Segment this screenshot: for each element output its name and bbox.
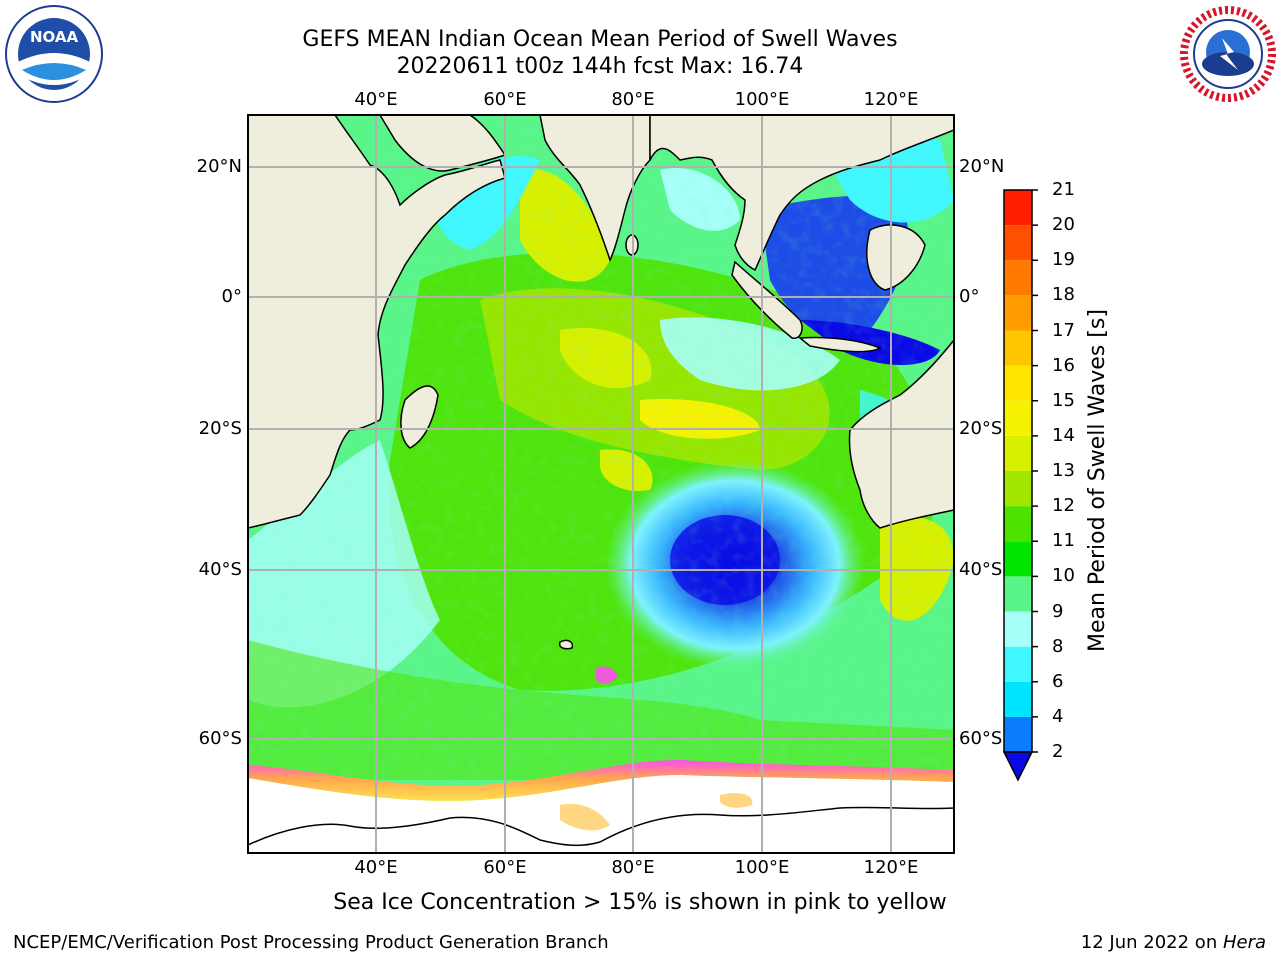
colorbar-segment xyxy=(1004,260,1032,296)
colorbar-segment xyxy=(1004,541,1032,577)
sea-ice-edge xyxy=(248,760,954,801)
lat-tick-right: 0° xyxy=(959,286,980,307)
colorbar-segment xyxy=(1004,295,1032,331)
colorbar-tick-label: 21 xyxy=(1052,179,1075,200)
lat-tick-right: 20°S xyxy=(959,418,1003,439)
india-land xyxy=(539,115,651,262)
lon-tick-bottom: 100°E xyxy=(734,857,790,878)
sumatra-land xyxy=(731,260,803,339)
map-frame xyxy=(247,114,955,854)
colorbar-segment xyxy=(1004,646,1032,682)
graticule xyxy=(248,115,954,853)
colorbar-tick-label: 14 xyxy=(1052,424,1075,446)
lat-tick-left: 40°S xyxy=(198,559,242,580)
colorbar-tick-label: 9 xyxy=(1052,600,1064,622)
lon-tick-top: 40°E xyxy=(354,89,398,110)
colorbar-segment xyxy=(1004,506,1032,542)
lon-tick-bottom: 80°E xyxy=(611,857,655,878)
colorbar-tick-label: 13 xyxy=(1052,460,1075,481)
colorbar-tick-label: 8 xyxy=(1052,635,1064,657)
sea-ice-interior xyxy=(248,775,954,853)
lat-tick-left: 0° xyxy=(221,286,242,307)
colorbar-segment xyxy=(1004,471,1032,507)
lat-tick-right: 20°N xyxy=(959,156,1005,177)
colorbar-segment xyxy=(1004,716,1032,752)
noaa-logo: NOAA xyxy=(4,4,104,104)
colorbar-tick-label: 20 xyxy=(1052,214,1075,236)
lat-tick-right: 60°S xyxy=(959,728,1003,749)
lon-tick-bottom: 60°E xyxy=(483,857,527,878)
footer-host: Hera xyxy=(1222,932,1266,953)
colorbar-tick-label: 10 xyxy=(1052,565,1075,587)
colorbar-tick-label: 11 xyxy=(1052,530,1075,552)
lat-tick-left: 20°N xyxy=(196,156,242,177)
colorbar-tick-label: 18 xyxy=(1052,284,1075,306)
lon-tick-top: 60°E xyxy=(483,89,527,110)
lon-tick-top: 100°E xyxy=(734,89,790,110)
colorbar-segment xyxy=(1004,435,1032,471)
sea-ice-caption: Sea Ice Concentration > 15% is shown in … xyxy=(333,890,947,915)
se-asia-land xyxy=(649,115,954,272)
lat-tick-left: 20°S xyxy=(198,418,242,439)
colorbar-tick-label: 4 xyxy=(1052,705,1064,727)
lon-tick-top: 80°E xyxy=(611,89,655,110)
map-title: GEFS MEAN Indian Ocean Mean Period of Sw… xyxy=(302,27,898,52)
colorbar-tick-label: 16 xyxy=(1052,354,1075,376)
lat-tick-left: 60°S xyxy=(198,728,242,749)
lat-tick-right: 40°S xyxy=(959,559,1003,580)
colorbar-tick-label: 17 xyxy=(1052,319,1075,341)
footer-date: 12 Jun 2022 on Hera xyxy=(1081,932,1266,953)
colorbar-segment xyxy=(1004,681,1032,717)
colorbar-tick-label: 12 xyxy=(1052,495,1075,517)
colorbar-segment xyxy=(1004,190,1032,226)
colorbar-segment xyxy=(1004,330,1032,366)
lon-tick-bottom: 40°E xyxy=(354,857,398,878)
footer-date-text: 12 Jun 2022 on xyxy=(1080,932,1223,953)
colorbar-under-extend xyxy=(1002,751,1034,782)
colorbar-segment xyxy=(1004,225,1032,261)
footer-credit: NCEP/EMC/Verification Post Processing Pr… xyxy=(13,932,609,953)
swell-period-field xyxy=(248,115,954,853)
lon-tick-top: 120°E xyxy=(863,89,919,110)
noaa-logo-text: NOAA xyxy=(30,28,79,46)
colorbar xyxy=(1002,189,1038,782)
colorbar-segment xyxy=(1004,576,1032,612)
colorbar-tick-label: 19 xyxy=(1052,249,1075,271)
lon-tick-bottom: 120°E xyxy=(863,857,919,878)
colorbar-segment xyxy=(1004,400,1032,436)
colorbar-segment xyxy=(1004,365,1032,401)
colorbar-title: Mean Period of Swell Waves [s] xyxy=(1085,309,1110,652)
colorbar-segment xyxy=(1004,611,1032,647)
antarctica-coastline xyxy=(248,806,954,847)
colorbar-tick-label: 2 xyxy=(1052,741,1064,762)
colorbar-tick-label: 6 xyxy=(1052,670,1064,692)
nws-logo xyxy=(1176,4,1280,104)
map-subtitle: 20220611 t00z 144h fcst Max: 16.74 xyxy=(396,54,804,79)
australia-land xyxy=(848,338,954,529)
colorbar-tick-label: 15 xyxy=(1052,389,1075,411)
